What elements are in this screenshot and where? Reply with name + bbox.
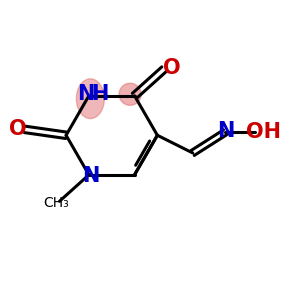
Ellipse shape: [76, 79, 104, 118]
Text: N: N: [77, 84, 94, 104]
Text: O: O: [163, 58, 180, 78]
Text: OH: OH: [246, 122, 281, 142]
Ellipse shape: [119, 83, 141, 105]
Text: H: H: [92, 84, 109, 104]
Text: CH₃: CH₃: [44, 196, 69, 210]
Text: N: N: [217, 121, 234, 141]
Text: N: N: [82, 166, 99, 186]
Text: O: O: [9, 119, 26, 140]
